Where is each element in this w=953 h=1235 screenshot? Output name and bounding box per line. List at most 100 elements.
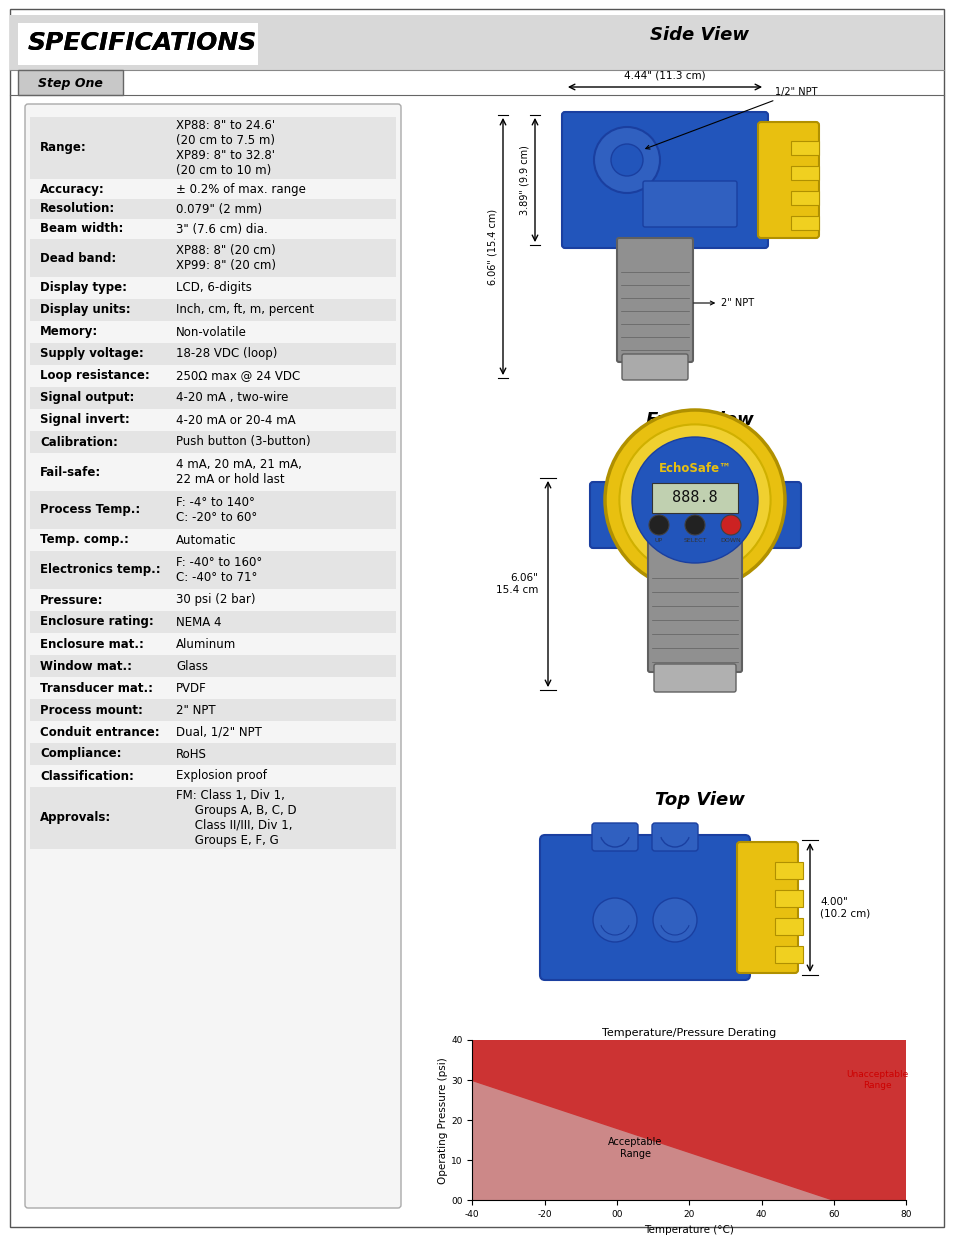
Text: Front View: Front View — [645, 411, 753, 429]
Text: Automatic: Automatic — [175, 534, 236, 547]
Text: Dual, 1/2" NPT: Dual, 1/2" NPT — [175, 725, 262, 739]
Text: Display units:: Display units: — [40, 304, 131, 316]
Bar — [774, 918, 802, 935]
Text: Inch, cm, ft, m, percent: Inch, cm, ft, m, percent — [175, 304, 314, 316]
Text: SPECIFICATIONS: SPECIFICATIONS — [28, 31, 257, 56]
FancyBboxPatch shape — [10, 15, 943, 70]
Circle shape — [652, 898, 697, 942]
Text: RoHS: RoHS — [175, 747, 207, 761]
Circle shape — [610, 144, 642, 177]
Text: Pressure:: Pressure: — [40, 594, 103, 606]
Text: Compliance:: Compliance: — [40, 747, 121, 761]
FancyBboxPatch shape — [589, 482, 801, 548]
Text: UP: UP — [655, 538, 662, 543]
FancyBboxPatch shape — [18, 70, 123, 95]
Text: Signal output:: Signal output: — [40, 391, 134, 405]
FancyBboxPatch shape — [651, 483, 738, 513]
Text: Display type:: Display type: — [40, 282, 127, 294]
Text: 30 psi (2 bar): 30 psi (2 bar) — [175, 594, 255, 606]
Y-axis label: Operating Pressure (psi): Operating Pressure (psi) — [437, 1057, 448, 1183]
Circle shape — [720, 515, 740, 535]
Text: Process mount:: Process mount: — [40, 704, 143, 716]
Text: Approvals:: Approvals: — [40, 811, 112, 825]
Circle shape — [604, 410, 784, 590]
Bar — [774, 862, 802, 879]
Polygon shape — [472, 1040, 905, 1200]
FancyBboxPatch shape — [30, 743, 395, 764]
FancyBboxPatch shape — [30, 611, 395, 634]
FancyBboxPatch shape — [539, 835, 749, 981]
Text: 1/2" NPT: 1/2" NPT — [645, 86, 817, 149]
Bar — [774, 946, 802, 963]
FancyBboxPatch shape — [30, 199, 395, 219]
Text: Electronics temp.:: Electronics temp.: — [40, 563, 160, 577]
Text: 2" NPT: 2" NPT — [693, 298, 753, 308]
Title: Temperature/Pressure Derating: Temperature/Pressure Derating — [601, 1028, 776, 1037]
Text: 6.06" (15.4 cm): 6.06" (15.4 cm) — [488, 209, 497, 284]
Text: 0.079" (2 mm): 0.079" (2 mm) — [175, 203, 262, 215]
Circle shape — [618, 425, 770, 576]
Text: Conduit entrance:: Conduit entrance: — [40, 725, 159, 739]
Text: Memory:: Memory: — [40, 326, 98, 338]
Text: XP88: 8" to 24.6'
(20 cm to 7.5 m)
XP89: 8" to 32.8'
(20 cm to 10 m): XP88: 8" to 24.6' (20 cm to 7.5 m) XP89:… — [175, 119, 274, 177]
FancyBboxPatch shape — [758, 122, 818, 238]
Text: 888.8: 888.8 — [672, 490, 717, 505]
Text: SPECIFICATIONS: SPECIFICATIONS — [28, 31, 257, 56]
Text: Push button (3-button): Push button (3-button) — [175, 436, 311, 448]
FancyBboxPatch shape — [30, 431, 395, 453]
FancyBboxPatch shape — [654, 664, 735, 692]
Text: Fail-safe:: Fail-safe: — [40, 466, 101, 478]
FancyBboxPatch shape — [621, 354, 687, 380]
Text: Side View: Side View — [650, 26, 749, 44]
FancyBboxPatch shape — [30, 699, 395, 721]
X-axis label: Temperature (°C): Temperature (°C) — [643, 1225, 734, 1235]
Circle shape — [593, 898, 637, 942]
Text: NEMA 4: NEMA 4 — [175, 615, 221, 629]
Text: Temp. comp.:: Temp. comp.: — [40, 534, 129, 547]
FancyBboxPatch shape — [30, 299, 395, 321]
FancyBboxPatch shape — [592, 823, 638, 851]
FancyBboxPatch shape — [647, 538, 741, 672]
Text: 3.89" (9.9 cm): 3.89" (9.9 cm) — [519, 144, 530, 215]
FancyBboxPatch shape — [617, 238, 692, 362]
Text: Resolution:: Resolution: — [40, 203, 115, 215]
Text: Calibration:: Calibration: — [40, 436, 118, 448]
FancyBboxPatch shape — [30, 551, 395, 589]
Text: Top View: Top View — [655, 790, 744, 809]
Text: 4.44" (11.3 cm): 4.44" (11.3 cm) — [623, 70, 705, 80]
Text: PVDF: PVDF — [175, 682, 207, 694]
Text: SELECT: SELECT — [682, 538, 706, 543]
FancyBboxPatch shape — [651, 823, 698, 851]
Text: Step One: Step One — [37, 77, 102, 89]
Text: Signal invert:: Signal invert: — [40, 414, 130, 426]
FancyBboxPatch shape — [30, 240, 395, 277]
Text: Supply voltage:: Supply voltage: — [40, 347, 144, 361]
Text: Glass: Glass — [175, 659, 208, 673]
Text: 250Ω max @ 24 VDC: 250Ω max @ 24 VDC — [175, 369, 300, 383]
Text: XP88: 8" (20 cm)
XP99: 8" (20 cm): XP88: 8" (20 cm) XP99: 8" (20 cm) — [175, 245, 275, 272]
Text: Unacceptable
Range: Unacceptable Range — [845, 1071, 907, 1089]
Text: FM: Class 1, Div 1,
     Groups A, B, C, D
     Class II/III, Div 1,
     Groups: FM: Class 1, Div 1, Groups A, B, C, D Cl… — [175, 789, 296, 847]
Text: Transducer mat.:: Transducer mat.: — [40, 682, 152, 694]
Text: 4-20 mA , two-wire: 4-20 mA , two-wire — [175, 391, 288, 405]
FancyBboxPatch shape — [30, 655, 395, 677]
Text: Window mat.:: Window mat.: — [40, 659, 132, 673]
FancyBboxPatch shape — [642, 182, 737, 227]
Text: ± 0.2% of max. range: ± 0.2% of max. range — [175, 183, 306, 195]
Text: Loop resistance:: Loop resistance: — [40, 369, 150, 383]
FancyBboxPatch shape — [30, 387, 395, 409]
Text: F: -40° to 160°
C: -40° to 71°: F: -40° to 160° C: -40° to 71° — [175, 556, 262, 584]
Text: Dead band:: Dead band: — [40, 252, 116, 264]
Text: 2" NPT: 2" NPT — [175, 704, 215, 716]
Circle shape — [631, 437, 758, 563]
Bar — [790, 165, 818, 180]
FancyBboxPatch shape — [25, 104, 400, 1208]
Text: Enclosure mat.:: Enclosure mat.: — [40, 637, 144, 651]
Circle shape — [684, 515, 704, 535]
FancyBboxPatch shape — [18, 23, 257, 65]
FancyBboxPatch shape — [10, 9, 943, 1228]
Text: 3" (7.6 cm) dia.: 3" (7.6 cm) dia. — [175, 222, 268, 236]
Text: Process Temp.:: Process Temp.: — [40, 504, 140, 516]
Text: Aluminum: Aluminum — [175, 637, 236, 651]
Circle shape — [594, 127, 659, 193]
